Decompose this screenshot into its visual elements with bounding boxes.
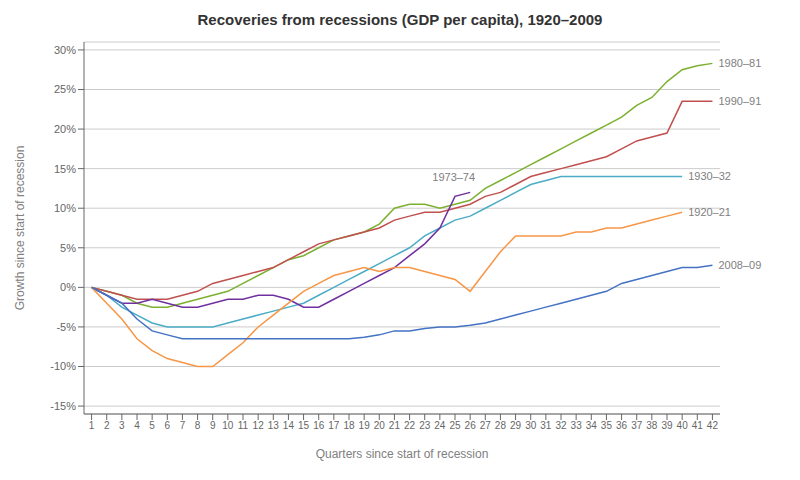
svg-text:40: 40 bbox=[677, 420, 689, 431]
svg-text:1980–81: 1980–81 bbox=[718, 57, 761, 69]
svg-text:20%: 20% bbox=[54, 123, 76, 135]
svg-text:12: 12 bbox=[253, 420, 265, 431]
svg-text:-10%: -10% bbox=[50, 360, 76, 372]
svg-text:5: 5 bbox=[149, 420, 155, 431]
svg-text:1973–74: 1973–74 bbox=[432, 171, 475, 183]
svg-text:10%: 10% bbox=[54, 202, 76, 214]
svg-text:25%: 25% bbox=[54, 83, 76, 95]
svg-text:20: 20 bbox=[374, 420, 386, 431]
svg-text:10: 10 bbox=[222, 420, 234, 431]
svg-text:14: 14 bbox=[283, 420, 295, 431]
svg-text:1920–21: 1920–21 bbox=[688, 206, 731, 218]
svg-text:6: 6 bbox=[165, 420, 171, 431]
svg-text:39: 39 bbox=[661, 420, 673, 431]
html-text:Recoveries from recessions (GD: Recoveries from recessions (GDP per capi… bbox=[197, 11, 603, 28]
svg-text:16: 16 bbox=[313, 420, 325, 431]
svg-text:9: 9 bbox=[210, 420, 216, 431]
svg-text:15: 15 bbox=[298, 420, 310, 431]
svg-text:1930–32: 1930–32 bbox=[688, 170, 731, 182]
svg-text:26: 26 bbox=[465, 420, 477, 431]
svg-text:2: 2 bbox=[104, 420, 110, 431]
svg-text:21: 21 bbox=[389, 420, 401, 431]
svg-text:4: 4 bbox=[134, 420, 140, 431]
svg-text:42: 42 bbox=[707, 420, 719, 431]
svg-text:5%: 5% bbox=[60, 242, 76, 254]
svg-text:8: 8 bbox=[195, 420, 201, 431]
svg-text:38: 38 bbox=[646, 420, 658, 431]
svg-text:15%: 15% bbox=[54, 163, 76, 175]
svg-text:36: 36 bbox=[616, 420, 628, 431]
svg-text:13: 13 bbox=[268, 420, 280, 431]
svg-text:24: 24 bbox=[434, 420, 446, 431]
svg-text:33: 33 bbox=[571, 420, 583, 431]
svg-text:30: 30 bbox=[525, 420, 537, 431]
svg-text:31: 31 bbox=[540, 420, 552, 431]
svg-text:0%: 0% bbox=[60, 281, 76, 293]
svg-text:2008–09: 2008–09 bbox=[718, 259, 761, 271]
svg-text:32: 32 bbox=[555, 420, 567, 431]
svg-text:11: 11 bbox=[238, 420, 249, 431]
svg-text:37: 37 bbox=[631, 420, 643, 431]
svg-text:41: 41 bbox=[692, 420, 704, 431]
svg-text:22: 22 bbox=[404, 420, 416, 431]
svg-text:7: 7 bbox=[180, 420, 186, 431]
svg-text:30%: 30% bbox=[54, 44, 76, 56]
svg-text:3: 3 bbox=[119, 420, 125, 431]
svg-text:-15%: -15% bbox=[50, 400, 76, 412]
svg-text:1990–91: 1990–91 bbox=[718, 95, 761, 107]
svg-text:34: 34 bbox=[586, 420, 598, 431]
svg-text:18: 18 bbox=[343, 420, 355, 431]
svg-text:-5%: -5% bbox=[56, 321, 76, 333]
svg-text:Growth since start of recessio: Growth since start of recession bbox=[13, 146, 27, 311]
svg-text:17: 17 bbox=[328, 420, 340, 431]
svg-text:27: 27 bbox=[480, 420, 492, 431]
svg-text:35: 35 bbox=[601, 420, 613, 431]
svg-text:Quarters since start of recess: Quarters since start of recession bbox=[316, 447, 489, 461]
svg-text:29: 29 bbox=[510, 420, 522, 431]
svg-text:28: 28 bbox=[495, 420, 507, 431]
svg-text:23: 23 bbox=[419, 420, 431, 431]
svg-text:19: 19 bbox=[359, 420, 371, 431]
svg-text:1: 1 bbox=[89, 420, 95, 431]
svg-text:25: 25 bbox=[449, 420, 461, 431]
